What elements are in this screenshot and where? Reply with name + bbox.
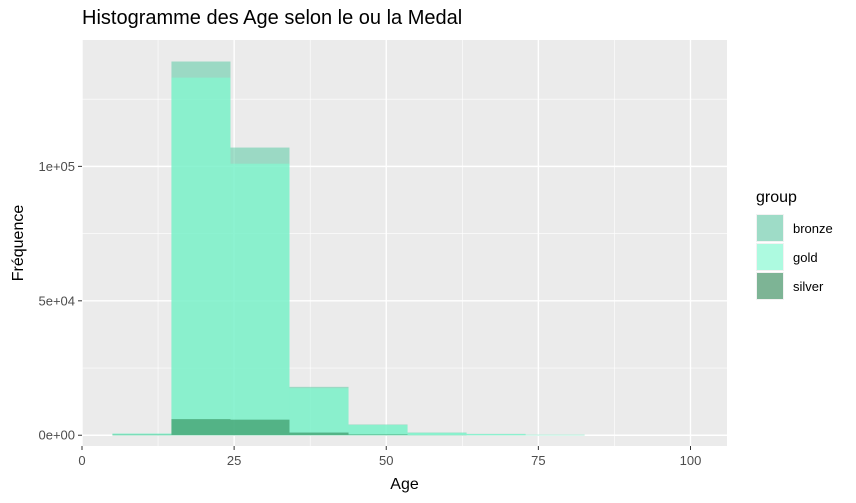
bar-silver [112,434,172,436]
legend-label-gold: gold [793,250,818,265]
bar-gold [230,163,290,436]
legend-swatch-bronze [757,215,783,241]
x-tick-label: 25 [227,453,241,468]
bar-silver [348,434,408,436]
legend-label-silver: silver [793,279,824,294]
x-tick-label: 0 [78,453,85,468]
legend-title: group [756,189,797,206]
bar-silver [171,419,231,436]
x-tick-label: 100 [680,453,702,468]
bar-gold [289,388,349,436]
bar-gold [407,432,467,436]
legend-swatch-gold [757,244,783,270]
bar-silver [289,432,349,436]
grid-lines [81,40,727,446]
histogram-bars [112,61,585,436]
legend: group bronze gold silver [756,189,833,300]
bar-gold [466,434,526,436]
y-tick-label: 5e+04 [38,293,75,308]
x-tick-label: 50 [379,453,393,468]
chart-title: Histogramme des Age selon le ou la Medal [82,7,462,29]
bar-gold [348,425,408,436]
legend-label-bronze: bronze [793,221,833,236]
y-axis-title: Fréquence [10,205,27,282]
x-axis-title: Age [390,476,419,493]
bar-gold [171,77,231,436]
bar-gold [112,433,172,436]
axes: 0 25 50 75 100 0e+00 5e+04 1e+05 [38,159,701,468]
x-tick-label: 75 [531,453,545,468]
legend-swatch-silver [757,273,783,299]
bar-silver [230,419,290,436]
y-tick-label: 1e+05 [38,159,75,174]
y-tick-label: 0e+00 [38,428,75,443]
